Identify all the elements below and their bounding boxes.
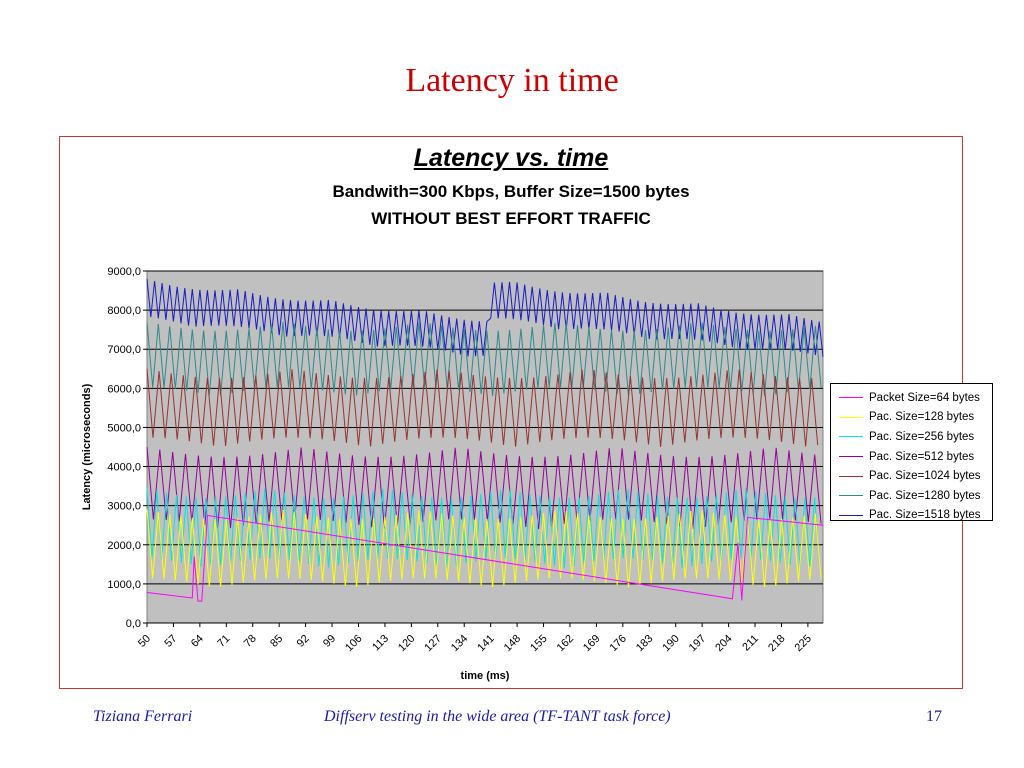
legend-swatch xyxy=(839,397,863,399)
slide-title: Latency in time xyxy=(405,62,619,99)
x-tick-label: 71 xyxy=(215,633,232,650)
legend-swatch xyxy=(839,436,863,438)
x-tick-label: 113 xyxy=(370,633,391,654)
series-line-1 xyxy=(146,509,822,588)
series-line-2 xyxy=(146,488,821,569)
legend-item: Pac. Size=512 bytes xyxy=(831,447,992,467)
page-number: 17 xyxy=(926,708,942,725)
y-tick-label: 3000,0 xyxy=(107,501,141,513)
x-tick-label: 78 xyxy=(242,633,259,650)
x-tick-label: 85 xyxy=(268,633,285,650)
x-tick-label: 183 xyxy=(634,633,655,654)
legend-item: Pac. Size=256 bytes xyxy=(831,427,992,447)
series-line-6 xyxy=(146,278,824,357)
y-tick-label: 9000,0 xyxy=(107,266,141,278)
legend-item: Pac. Size=1024 bytes xyxy=(831,466,992,486)
legend-label: Pac. Size=1024 bytes xyxy=(869,470,981,483)
y-tick-label: 2000,0 xyxy=(107,540,141,552)
series-line-0 xyxy=(146,514,824,602)
x-tick-label: 148 xyxy=(502,633,523,654)
y-tick-label: 7000,0 xyxy=(107,344,141,356)
x-tick-label: 197 xyxy=(687,633,708,654)
chart-title: Latency vs. time xyxy=(413,144,609,172)
y-tick-label: 1000,0 xyxy=(107,579,141,591)
legend-label: Pac. Size=128 bytes xyxy=(869,411,975,424)
x-tick-label: 169 xyxy=(581,633,602,654)
x-tick-label: 50 xyxy=(136,633,153,650)
x-tick-label: 92 xyxy=(295,633,312,650)
x-axis-label: time (ms) xyxy=(461,670,510,682)
x-tick-label: 57 xyxy=(162,633,179,650)
legend-label: Pac. Size=256 bytes xyxy=(869,430,975,443)
series-line-3 xyxy=(146,446,822,530)
x-tick-label: 64 xyxy=(189,633,206,650)
x-tick-label: 204 xyxy=(713,633,734,654)
legend-item: Pac. Size=1518 bytes xyxy=(831,506,992,526)
legend-item: Pac. Size=1280 bytes xyxy=(831,486,992,506)
x-tick-label: 134 xyxy=(449,633,470,654)
y-tick-label: 0,0 xyxy=(126,618,141,630)
chart-legend: Packet Size=64 bytes Pac. Size=128 bytes P… xyxy=(830,383,993,521)
legend-swatch xyxy=(839,416,863,418)
x-tick-label: 106 xyxy=(343,633,364,654)
x-tick-label: 190 xyxy=(660,633,681,654)
legend-swatch xyxy=(839,495,863,497)
y-tick-label: 6000,0 xyxy=(107,383,141,395)
x-tick-label: 127 xyxy=(422,633,443,654)
y-tick-label: 5000,0 xyxy=(107,422,141,434)
x-tick-label: 225 xyxy=(793,633,814,654)
series-line-5 xyxy=(146,321,822,397)
x-tick-label: 176 xyxy=(607,633,628,654)
x-tick-label: 155 xyxy=(528,633,549,654)
footer-author: Tiziana Ferrari xyxy=(93,708,193,725)
legend-label: Pac. Size=1518 bytes xyxy=(869,509,981,522)
legend-swatch xyxy=(839,475,863,477)
x-tick-label: 218 xyxy=(766,633,787,654)
y-axis-label: Latency (microseconds) xyxy=(81,383,93,510)
x-tick-label: 141 xyxy=(475,633,496,654)
legend-swatch xyxy=(839,456,863,458)
x-tick-label: 162 xyxy=(555,633,576,654)
x-tick-label: 99 xyxy=(321,633,338,650)
series-line-4 xyxy=(146,368,819,447)
y-tick-label: 8000,0 xyxy=(107,305,141,317)
chart-subtitle-2: WITHOUT BEST EFFORT TRAFFIC xyxy=(371,209,651,228)
legend-item: Pac. Size=128 bytes xyxy=(831,408,992,428)
y-tick-label: 4000,0 xyxy=(107,462,141,474)
x-tick-label: 120 xyxy=(396,633,417,654)
legend-label: Pac. Size=1280 bytes xyxy=(869,489,981,502)
legend-swatch xyxy=(839,514,863,516)
x-tick-label: 211 xyxy=(740,633,761,654)
chart-subtitle: Bandwith=300 Kbps, Buffer Size=1500 byte… xyxy=(332,182,690,201)
legend-label: Packet Size=64 bytes xyxy=(869,391,980,404)
legend-label: Pac. Size=512 bytes xyxy=(869,450,975,463)
footer-talk-title: Diffserv testing in the wide area (TF-TA… xyxy=(324,708,671,725)
legend-item: Packet Size=64 bytes xyxy=(831,388,992,408)
